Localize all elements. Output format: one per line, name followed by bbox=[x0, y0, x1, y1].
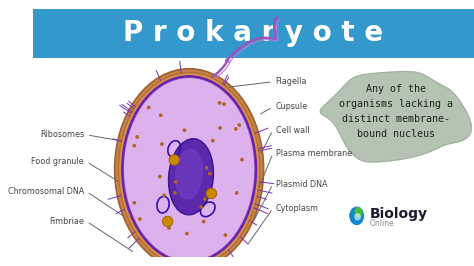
Ellipse shape bbox=[206, 188, 217, 199]
Ellipse shape bbox=[222, 102, 226, 106]
Ellipse shape bbox=[211, 139, 215, 143]
Ellipse shape bbox=[208, 172, 212, 176]
Ellipse shape bbox=[185, 232, 189, 235]
Text: P r o k a r y o t e: P r o k a r y o t e bbox=[123, 19, 383, 47]
Ellipse shape bbox=[169, 155, 179, 165]
Text: Chromosomal DNA: Chromosomal DNA bbox=[8, 187, 84, 196]
Ellipse shape bbox=[174, 180, 177, 184]
Ellipse shape bbox=[355, 207, 363, 217]
Ellipse shape bbox=[182, 128, 186, 132]
Text: Online: Online bbox=[370, 219, 394, 228]
Ellipse shape bbox=[162, 193, 166, 197]
Text: Plasmid DNA: Plasmid DNA bbox=[276, 180, 327, 189]
FancyBboxPatch shape bbox=[33, 9, 474, 58]
Text: Cupsule: Cupsule bbox=[276, 102, 308, 111]
Ellipse shape bbox=[138, 217, 142, 221]
Ellipse shape bbox=[124, 78, 254, 260]
Ellipse shape bbox=[167, 226, 171, 230]
Text: Any of the
organisms lacking a
distinct membrane-
bound nucleus: Any of the organisms lacking a distinct … bbox=[339, 84, 453, 139]
Ellipse shape bbox=[202, 220, 206, 223]
FancyBboxPatch shape bbox=[33, 58, 474, 257]
Text: Cell wall: Cell wall bbox=[276, 126, 310, 135]
Ellipse shape bbox=[175, 148, 203, 200]
Text: Food granule: Food granule bbox=[31, 157, 84, 166]
Ellipse shape bbox=[218, 101, 221, 105]
Ellipse shape bbox=[158, 175, 162, 178]
Ellipse shape bbox=[160, 142, 164, 146]
Ellipse shape bbox=[355, 213, 361, 221]
Ellipse shape bbox=[223, 233, 227, 237]
Text: Flagella: Flagella bbox=[276, 77, 307, 86]
Ellipse shape bbox=[118, 73, 260, 266]
Ellipse shape bbox=[219, 126, 222, 130]
Ellipse shape bbox=[234, 127, 238, 131]
Ellipse shape bbox=[200, 205, 203, 209]
Ellipse shape bbox=[163, 216, 173, 227]
Text: Plasma membrane: Plasma membrane bbox=[276, 149, 352, 158]
Ellipse shape bbox=[205, 166, 209, 170]
Ellipse shape bbox=[115, 69, 264, 266]
Polygon shape bbox=[320, 72, 472, 162]
Text: Ribosomes: Ribosomes bbox=[40, 130, 84, 139]
Text: Cytoplasm: Cytoplasm bbox=[276, 204, 319, 213]
Ellipse shape bbox=[135, 135, 139, 139]
Text: Biology: Biology bbox=[370, 207, 428, 221]
Ellipse shape bbox=[240, 158, 244, 161]
Ellipse shape bbox=[173, 191, 177, 195]
Ellipse shape bbox=[132, 201, 136, 205]
Ellipse shape bbox=[349, 206, 364, 225]
Ellipse shape bbox=[122, 76, 256, 262]
Ellipse shape bbox=[132, 144, 136, 148]
Ellipse shape bbox=[147, 106, 151, 109]
Ellipse shape bbox=[237, 123, 241, 127]
Ellipse shape bbox=[235, 191, 238, 195]
Ellipse shape bbox=[168, 139, 213, 215]
Ellipse shape bbox=[203, 197, 207, 201]
Ellipse shape bbox=[159, 113, 163, 117]
Text: Fimbriae: Fimbriae bbox=[49, 217, 84, 226]
